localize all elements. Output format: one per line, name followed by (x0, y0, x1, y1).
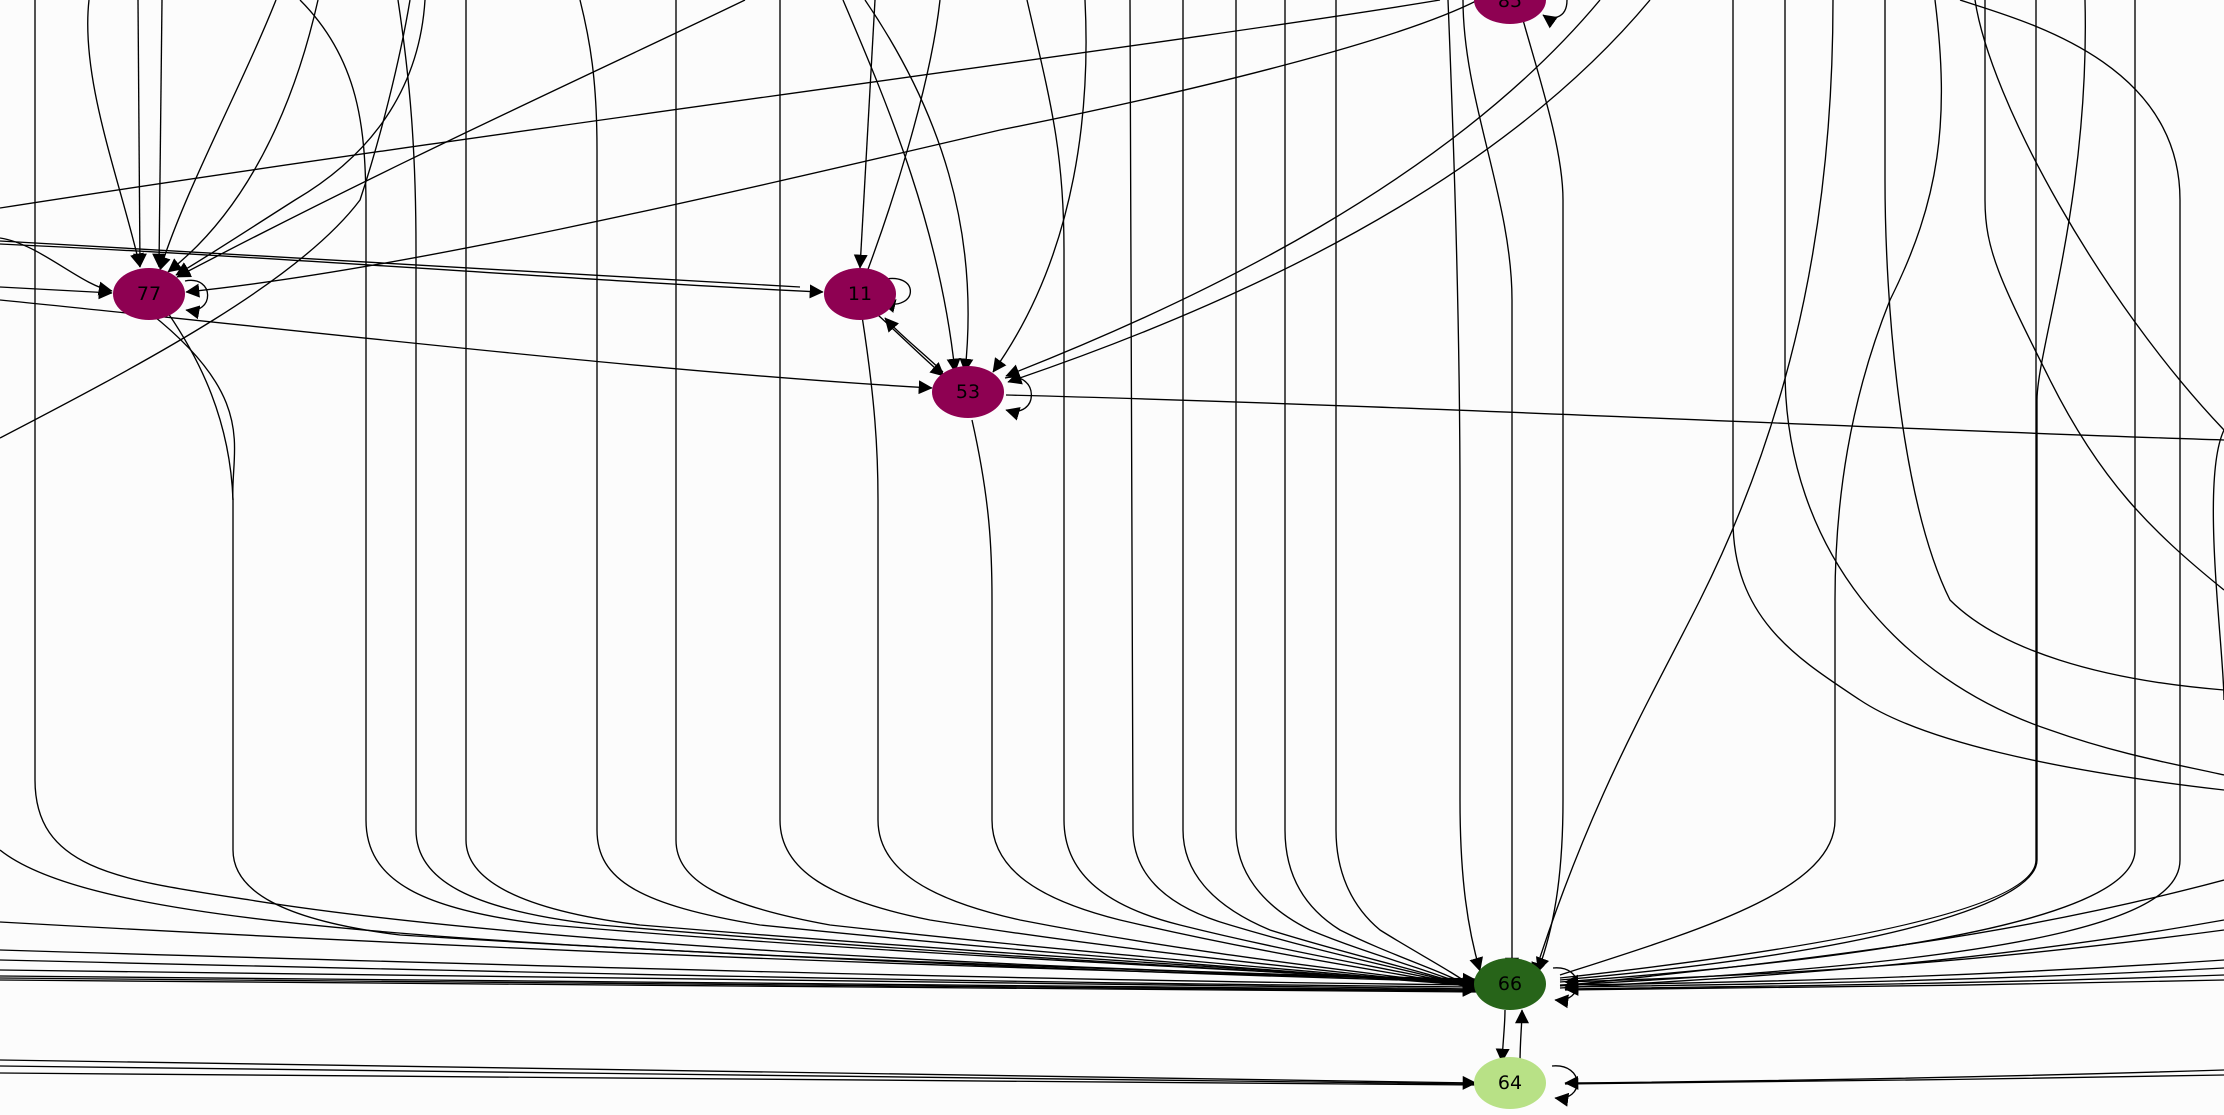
node-label: 77 (137, 283, 161, 305)
node-label: 64 (1498, 1072, 1522, 1094)
node-label: 85 (1498, 0, 1522, 12)
graph-node[interactable]: 64 (1474, 1057, 1546, 1109)
graph-node[interactable]: 77 (113, 268, 185, 320)
node-label: 66 (1498, 973, 1522, 995)
node-label: 53 (956, 381, 980, 403)
graph-node[interactable]: 85 (1474, 0, 1546, 24)
node-label: 11 (848, 283, 872, 305)
graph-node[interactable]: 11 (824, 268, 896, 320)
graph-node[interactable]: 53 (932, 366, 1004, 418)
graph-node[interactable]: 66 (1474, 958, 1546, 1010)
